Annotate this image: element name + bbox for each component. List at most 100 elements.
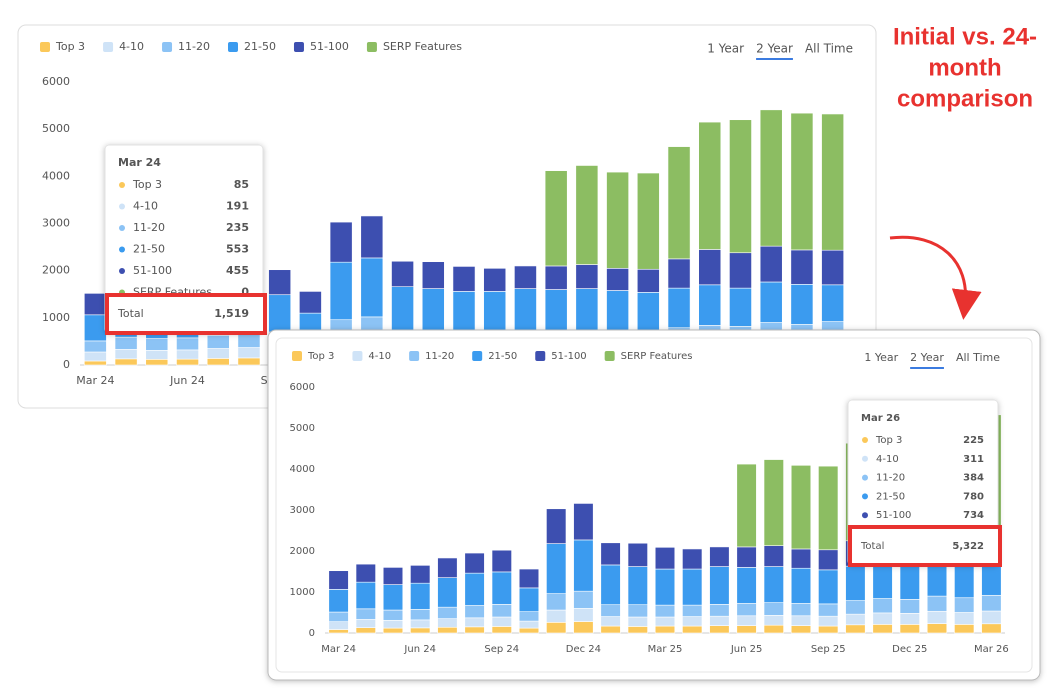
bar-segment xyxy=(981,610,1002,625)
legend-swatch xyxy=(228,42,238,52)
range-button[interactable]: 2 Year xyxy=(756,42,793,56)
tooltip-series: Top 3 xyxy=(875,435,902,446)
x-tick-label: Mar 24 xyxy=(321,644,356,655)
tooltip: Mar 26 Top 3 225 4-10 311 11-20 384 21-50 780 51-… xyxy=(847,399,1002,567)
bar-segment xyxy=(546,508,567,544)
tooltip-series: Top 3 xyxy=(132,178,162,191)
bar-segment xyxy=(667,146,691,260)
bar-segment xyxy=(328,589,349,613)
tooltip-dot xyxy=(119,182,125,188)
tooltip-title: Mar 26 xyxy=(861,413,900,424)
bar-segment xyxy=(790,567,812,604)
bar-segment xyxy=(606,290,629,332)
tooltip-series: 51-100 xyxy=(876,510,911,521)
range-button[interactable]: 1 Year xyxy=(707,42,744,56)
y-tick-label: 3000 xyxy=(290,505,315,516)
bar-segment xyxy=(355,563,376,583)
x-tick-label: Dec 24 xyxy=(566,644,601,655)
bar-segment xyxy=(818,465,839,551)
y-tick-label: 6000 xyxy=(42,75,70,88)
legend-swatch xyxy=(472,351,483,361)
bar-segment xyxy=(518,611,540,622)
bar-segment xyxy=(821,249,844,286)
x-tick-label: Mar 25 xyxy=(648,644,683,655)
bar-segment xyxy=(575,165,599,265)
bar-segment xyxy=(981,594,1002,612)
bar-segment xyxy=(790,603,812,617)
bar-segment xyxy=(926,595,948,612)
bar-segment xyxy=(981,623,1002,634)
highlight-box xyxy=(105,293,267,335)
y-tick-label: 1000 xyxy=(290,587,315,598)
bar-segment xyxy=(491,616,512,627)
tooltip-title: Mar 24 xyxy=(118,156,161,169)
legend-label: 21-50 xyxy=(244,40,276,53)
bar-segment xyxy=(491,549,512,573)
bar-segment xyxy=(763,459,784,546)
tooltip-value: 191 xyxy=(226,200,249,213)
bar-segment xyxy=(464,626,485,634)
bar-segment xyxy=(636,268,660,293)
bar-segment xyxy=(872,612,893,625)
bar-segment xyxy=(845,624,866,634)
legend-swatch xyxy=(604,351,615,361)
bar-segment xyxy=(546,543,567,594)
bar-segment xyxy=(709,625,730,634)
tooltip-dot xyxy=(119,225,125,231)
tooltip-dot xyxy=(862,493,868,500)
bar-segment xyxy=(514,265,537,289)
bar-segment xyxy=(682,604,703,617)
bar-segment xyxy=(654,604,676,618)
bar-segment xyxy=(518,568,540,589)
bar-segment xyxy=(736,615,757,626)
tooltip-series: 11-20 xyxy=(133,221,165,234)
bar-segment xyxy=(268,294,292,333)
bar-segment xyxy=(84,293,107,316)
tooltip-total-value: 5,322 xyxy=(952,541,984,552)
bar-segment xyxy=(544,265,568,290)
bar-segment xyxy=(872,624,893,634)
bar-segment xyxy=(299,291,322,314)
legend-label: SERP Features xyxy=(383,40,462,53)
y-tick-label: 0 xyxy=(63,358,70,371)
bar-segment xyxy=(355,581,376,610)
bar-segment xyxy=(682,548,703,570)
range-button[interactable]: 1 Year xyxy=(864,351,898,364)
bar-segment xyxy=(636,172,660,270)
bar-segment xyxy=(709,566,730,605)
bar-segment xyxy=(818,603,839,617)
chart-card: Top 3 4-10 11-20 21-50 51-100 SERP Features Al… xyxy=(267,329,1041,681)
bar-segment xyxy=(421,261,445,289)
bar-segment xyxy=(763,624,784,634)
bar-segment xyxy=(818,625,839,634)
bar-segment xyxy=(654,625,676,634)
range-button[interactable]: All Time xyxy=(956,351,1000,364)
bar-segment xyxy=(763,545,784,567)
range-button[interactable]: 2 Year xyxy=(910,351,944,364)
bar-segment xyxy=(382,627,404,634)
bar-segment xyxy=(518,627,540,634)
x-tick-label: Sep 25 xyxy=(811,644,846,655)
y-tick-label: 5000 xyxy=(42,122,70,135)
legend-label: SERP Features xyxy=(621,351,693,362)
bar-segment xyxy=(464,552,485,574)
bar-segment xyxy=(237,357,261,366)
bar-segment xyxy=(206,334,230,349)
x-tick-label: Jun 25 xyxy=(730,644,763,655)
range-button[interactable]: All Time xyxy=(805,42,853,56)
bar-segment xyxy=(954,624,975,634)
tooltip-value: 235 xyxy=(226,221,249,234)
y-tick-label: 4000 xyxy=(42,169,70,182)
tooltip-total-label: Total xyxy=(117,307,144,320)
bar-segment xyxy=(899,565,920,600)
legend-swatch xyxy=(535,351,546,361)
bar-segment xyxy=(790,465,812,550)
bar-segment xyxy=(818,615,839,627)
bar-segment xyxy=(84,314,107,342)
bar-segment xyxy=(759,245,783,283)
bar-segment xyxy=(729,252,752,289)
bar-segment xyxy=(845,565,866,601)
tooltip-series: 4-10 xyxy=(876,454,899,465)
tooltip-total-value: 1,519 xyxy=(214,307,249,320)
legend-label: 51-100 xyxy=(310,40,349,53)
